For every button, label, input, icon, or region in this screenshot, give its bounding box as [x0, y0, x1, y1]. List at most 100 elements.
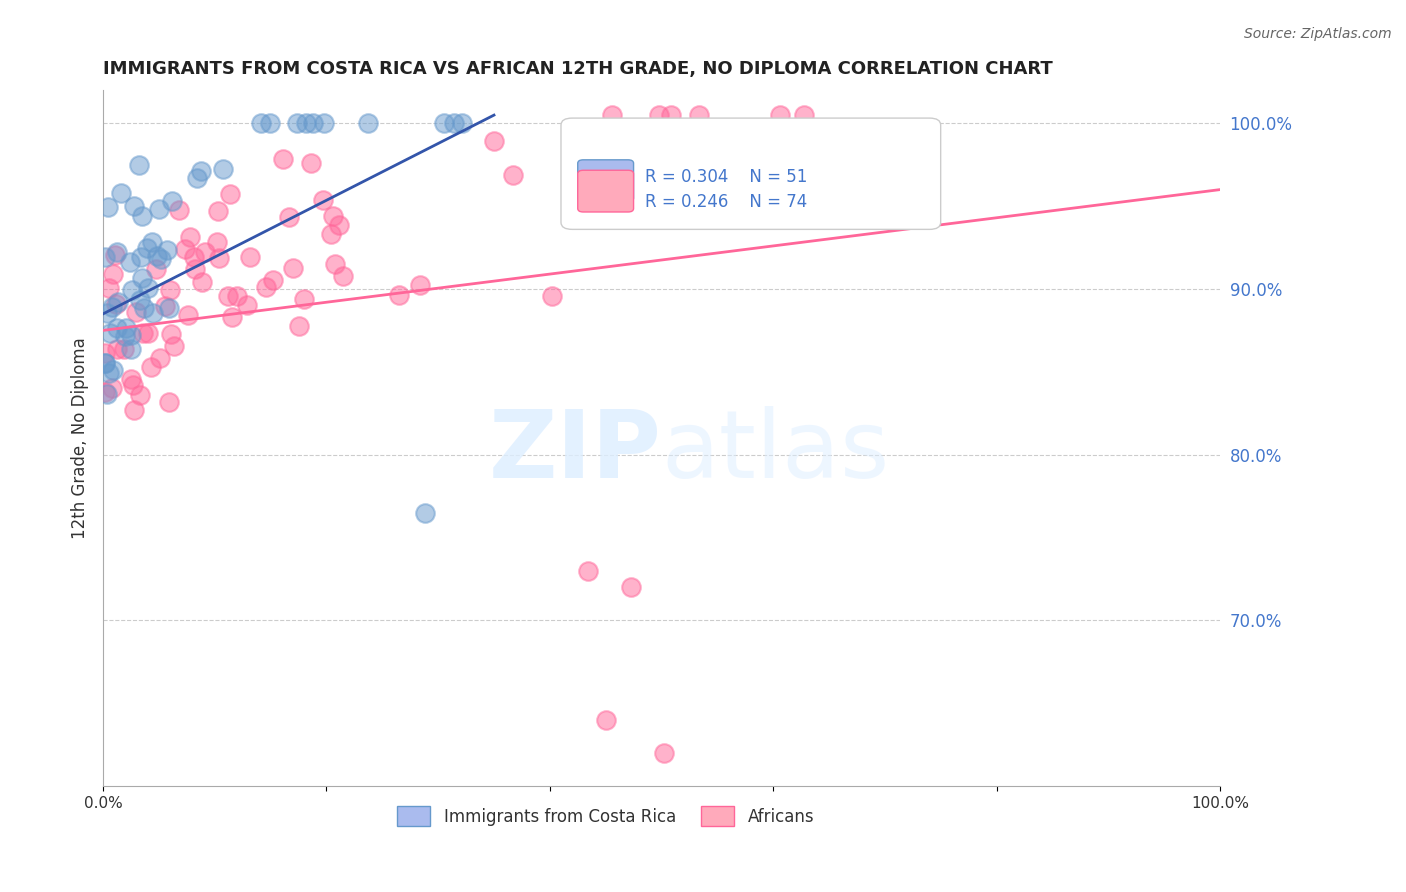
Point: [104, 247, 127, 261]
Point: [205, 235, 228, 250]
Text: atlas: atlas: [661, 406, 890, 498]
FancyBboxPatch shape: [578, 160, 634, 202]
Point: [191, 275, 214, 289]
FancyBboxPatch shape: [578, 170, 634, 212]
Point: [105, 297, 128, 311]
Text: ZIP: ZIP: [489, 406, 661, 498]
Point: [236, 298, 259, 312]
Point: [128, 158, 150, 172]
Point: [101, 362, 124, 376]
Point: [541, 289, 564, 303]
Legend: Immigrants from Costa Rica, Africans: Immigrants from Costa Rica, Africans: [391, 799, 821, 833]
Point: [149, 351, 172, 365]
Point: [482, 134, 505, 148]
Point: [136, 326, 159, 340]
Point: [97, 200, 120, 214]
Point: [157, 301, 180, 315]
Point: [115, 321, 138, 335]
Point: [129, 388, 152, 402]
Point: [141, 235, 163, 250]
Text: IMMIGRANTS FROM COSTA RICA VS AFRICAN 12TH GRADE, NO DIPLOMA CORRELATION CHART: IMMIGRANTS FROM COSTA RICA VS AFRICAN 12…: [103, 60, 1053, 78]
Point: [415, 506, 437, 520]
Point: [183, 250, 205, 264]
Point: [323, 256, 346, 270]
Point: [149, 252, 172, 266]
Point: [190, 163, 212, 178]
Point: [259, 116, 281, 130]
Point: [173, 242, 195, 256]
Point: [595, 713, 617, 727]
Point: [302, 116, 325, 130]
Point: [121, 283, 143, 297]
Point: [160, 194, 183, 209]
Point: [136, 242, 159, 256]
Point: [105, 342, 128, 356]
Text: Source: ZipAtlas.com: Source: ZipAtlas.com: [1244, 27, 1392, 41]
Point: [450, 116, 472, 130]
Point: [636, 136, 658, 151]
Point: [156, 243, 179, 257]
Point: [179, 230, 201, 244]
Point: [648, 108, 671, 122]
Point: [134, 301, 156, 315]
Point: [332, 268, 354, 283]
Point: [212, 162, 235, 177]
Point: [281, 261, 304, 276]
Point: [107, 295, 129, 310]
Point: [219, 186, 242, 201]
Point: [146, 249, 169, 263]
Point: [96, 306, 118, 320]
Point: [136, 281, 159, 295]
Point: [432, 116, 454, 130]
Point: [278, 211, 301, 225]
Point: [217, 289, 239, 303]
Point: [262, 273, 284, 287]
Point: [652, 746, 675, 760]
Point: [314, 116, 336, 130]
Point: [288, 318, 311, 333]
Point: [312, 193, 335, 207]
FancyBboxPatch shape: [561, 118, 941, 229]
Point: [105, 245, 128, 260]
Point: [120, 342, 142, 356]
Point: [142, 306, 165, 320]
Point: [194, 245, 217, 260]
Point: [148, 202, 170, 216]
Point: [100, 300, 122, 314]
Point: [94, 384, 117, 399]
Point: [207, 203, 229, 218]
Text: R = 0.246    N = 74: R = 0.246 N = 74: [645, 193, 807, 211]
Point: [287, 116, 309, 130]
Point: [184, 262, 207, 277]
Point: [131, 270, 153, 285]
Point: [96, 387, 118, 401]
Point: [125, 305, 148, 319]
Point: [159, 283, 181, 297]
Point: [620, 580, 643, 594]
Point: [576, 564, 599, 578]
Point: [145, 261, 167, 276]
Point: [294, 116, 316, 130]
Point: [129, 250, 152, 264]
Point: [409, 277, 432, 292]
Point: [328, 218, 350, 232]
Point: [110, 186, 132, 200]
Point: [105, 321, 128, 335]
Point: [561, 156, 583, 170]
Point: [225, 289, 247, 303]
Point: [321, 227, 343, 241]
Point: [120, 328, 142, 343]
Point: [98, 326, 121, 340]
Point: [129, 293, 152, 308]
Point: [502, 169, 524, 183]
Point: [120, 372, 142, 386]
Point: [155, 299, 177, 313]
Point: [132, 326, 155, 340]
Point: [94, 250, 117, 264]
Point: [122, 378, 145, 392]
Point: [600, 108, 623, 122]
Point: [122, 199, 145, 213]
Point: [177, 309, 200, 323]
Point: [668, 121, 690, 136]
Point: [94, 356, 117, 370]
